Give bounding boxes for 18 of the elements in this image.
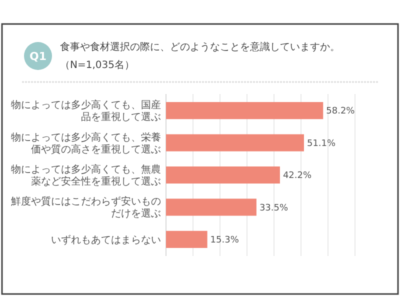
y-tick-label: 物によっては多少高くても、栄養価や質の高さを重視して選ぶ [11,131,161,156]
data-label: 15.3% [210,236,240,246]
bar [166,166,280,184]
data-label: 58.2% [326,106,356,117]
data-label: 42.2% [282,171,312,182]
y-tick-label: 物によっては多少高くても、国産品を重視して選ぶ [11,99,161,124]
bar [166,230,208,248]
bar [166,198,256,216]
chart-title: 食事や食材選択の際に、どのようなことを意識していますか。 [60,41,340,53]
y-tick-label: いずれもあてはまらない [51,234,161,246]
y-tick-label: 物によっては多少高くても、無農薬など安全性を重視して選ぶ [11,164,161,188]
text: Q1 [29,50,47,63]
data-label: 51.1% [306,138,336,149]
data-label: 33.5% [259,203,288,214]
chart-subtitle: （N=1,035名） [60,59,134,71]
bar [166,134,304,152]
y-tick-label: 鮮度や質にはこだわらず安いものだけを選ぶ [11,196,161,220]
bar [166,102,324,120]
